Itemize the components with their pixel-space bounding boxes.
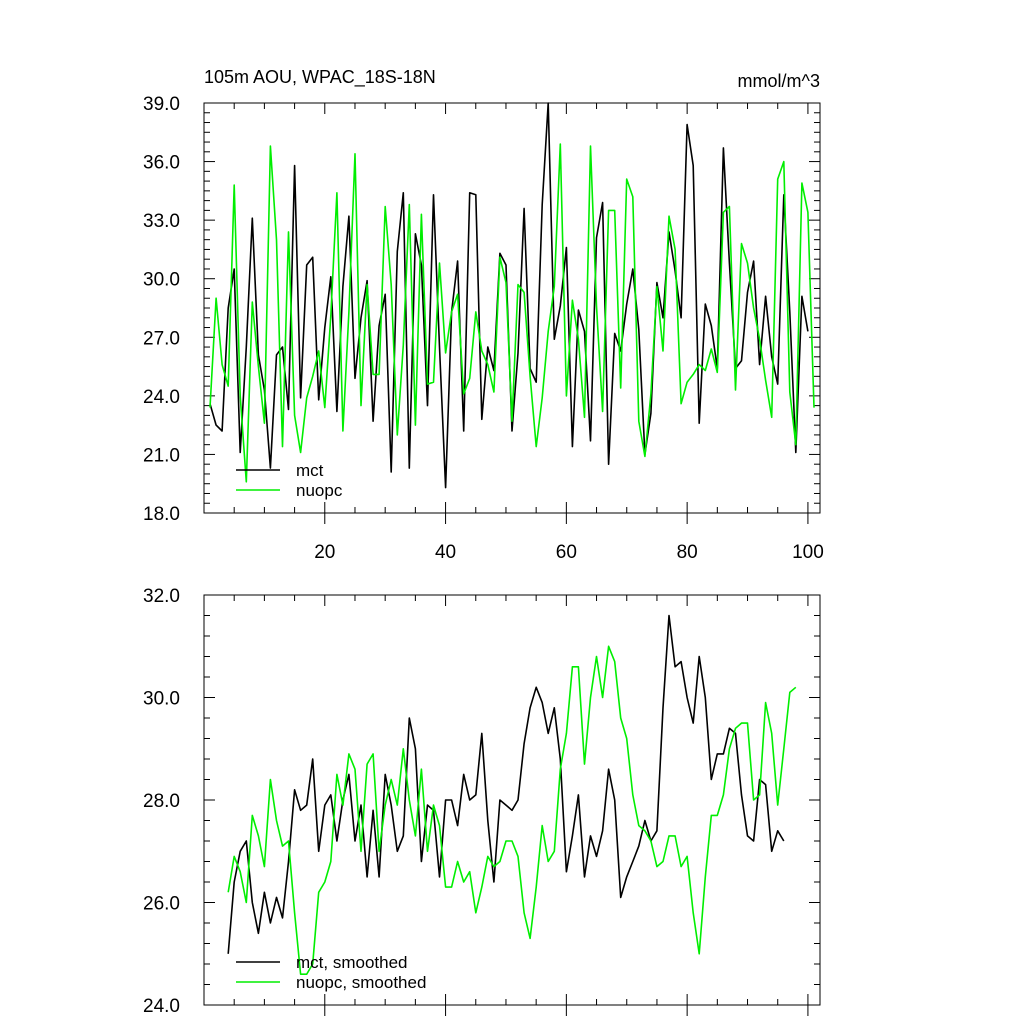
x-tick-label: 40 bbox=[435, 542, 456, 563]
bottom-ticks bbox=[204, 594, 820, 1016]
top-panel: 18.0 21.0 24.0 27.0 30.0 33.0 36.0 39.0 20 40 60 80… bbox=[143, 94, 824, 563]
y-tick-label: 18.0 bbox=[143, 504, 180, 525]
bottom-plot-frame bbox=[203, 594, 821, 1006]
x-tick-label: 100 bbox=[792, 542, 824, 563]
y-tick-label: 21.0 bbox=[143, 445, 180, 466]
y-tick-label: 39.0 bbox=[143, 94, 180, 115]
legend-label: nuopc bbox=[296, 481, 343, 500]
series-line-nuopc bbox=[209, 143, 815, 483]
top-plot-frame bbox=[203, 102, 821, 514]
top-tick-labels: 18.0 21.0 24.0 27.0 30.0 33.0 36.0 39.0 20 40 60 80… bbox=[143, 94, 824, 563]
legend-label: nuopc, smoothed bbox=[296, 973, 426, 992]
y-tick-label: 33.0 bbox=[143, 211, 180, 232]
chart-title: 105m AOU, WPAC_18S-18N bbox=[204, 67, 436, 88]
x-tick-label: 60 bbox=[556, 542, 577, 563]
units-label: mmol/m^3 bbox=[738, 71, 820, 91]
x-tick-label: 20 bbox=[314, 542, 335, 563]
y-tick-label: 30.0 bbox=[143, 270, 180, 291]
series-line-nuopc-smoothed bbox=[227, 645, 797, 976]
y-tick-label: 26.0 bbox=[143, 894, 180, 915]
top-series bbox=[209, 102, 815, 489]
series-line-mct-smoothed bbox=[227, 614, 785, 954]
bottom-panel: 24.0 26.0 28.0 30.0 32.0 mct, smoothednuopc,… bbox=[143, 586, 821, 1017]
x-tick-label: 80 bbox=[677, 542, 698, 563]
y-tick-label: 36.0 bbox=[143, 153, 180, 174]
y-tick-label: 27.0 bbox=[143, 328, 180, 349]
legend-label: mct, smoothed bbox=[296, 953, 408, 972]
y-tick-label: 30.0 bbox=[143, 689, 180, 710]
y-tick-label: 32.0 bbox=[143, 586, 180, 607]
y-tick-label: 28.0 bbox=[143, 791, 180, 812]
y-tick-label: 24.0 bbox=[143, 996, 180, 1017]
series-line-mct bbox=[209, 102, 809, 489]
top-ticks bbox=[204, 102, 820, 524]
legend-label: mct bbox=[296, 461, 324, 480]
bottom-series bbox=[227, 614, 797, 976]
bottom-tick-labels: 24.0 26.0 28.0 30.0 32.0 bbox=[143, 586, 180, 1017]
y-tick-label: 24.0 bbox=[143, 387, 180, 408]
